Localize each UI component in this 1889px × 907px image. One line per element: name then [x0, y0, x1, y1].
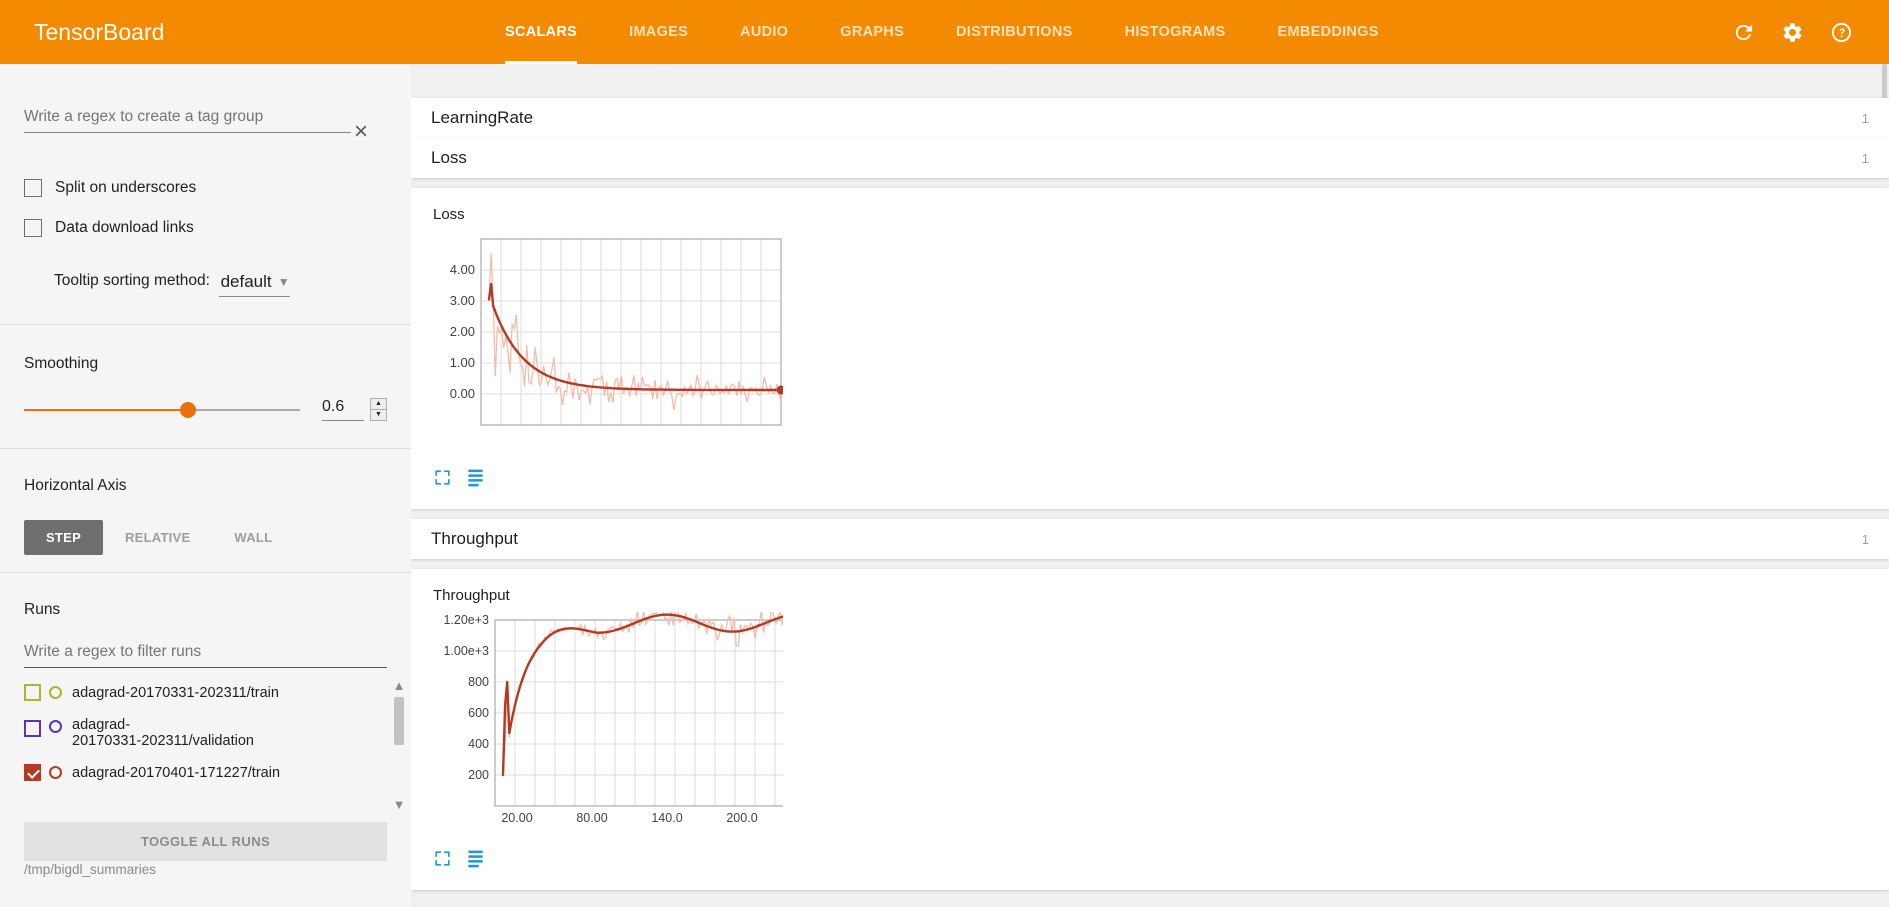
svg-text:3.00: 3.00	[450, 293, 475, 308]
svg-text:600: 600	[468, 706, 489, 720]
svg-text:140.0: 140.0	[651, 811, 682, 825]
svg-text:200: 200	[468, 768, 489, 782]
svg-text:200.0: 200.0	[726, 811, 757, 825]
svg-text:2.00: 2.00	[450, 324, 475, 339]
svg-text:1.20e+3: 1.20e+3	[443, 613, 489, 627]
svg-text:1.00e+3: 1.00e+3	[443, 644, 489, 658]
svg-text:1.00: 1.00	[450, 355, 475, 370]
svg-text:80.00: 80.00	[576, 811, 607, 825]
svg-text:800: 800	[468, 675, 489, 689]
svg-text:0.00: 0.00	[450, 386, 475, 401]
svg-text:20.00: 20.00	[501, 811, 532, 825]
svg-text:400: 400	[468, 737, 489, 751]
svg-text:4.00: 4.00	[450, 262, 475, 277]
